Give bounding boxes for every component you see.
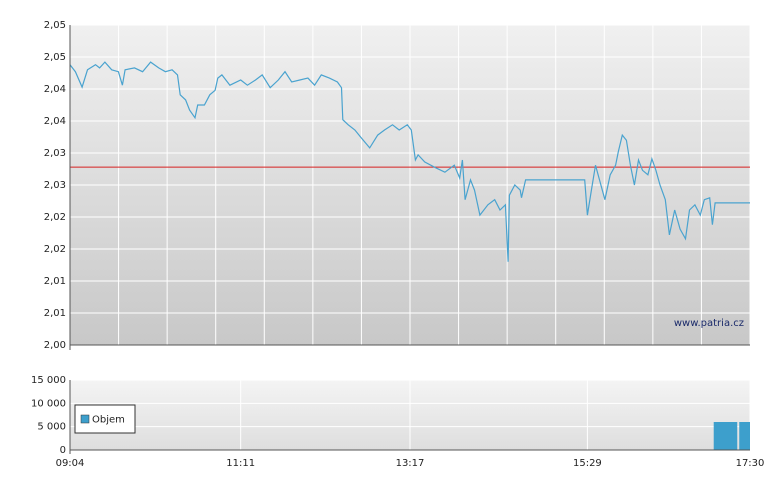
legend-swatch: [80, 414, 90, 424]
y-tick-label: 2,02: [44, 212, 66, 223]
y-tick-label: 2,03: [44, 180, 66, 191]
x-tick-label: 13:17: [396, 458, 425, 469]
y-tick-label: 2,04: [44, 84, 66, 95]
x-tick-label: 09:04: [56, 458, 85, 469]
y-tick-label: 0: [60, 445, 66, 456]
x-tick-label: 17:30: [736, 458, 765, 469]
y-tick-label: 10 000: [31, 398, 66, 409]
y-tick-label: 5 000: [37, 422, 66, 433]
y-tick-label: 2,04: [44, 116, 66, 127]
x-tick-label: 15:29: [573, 458, 602, 469]
y-tick-label: 2,01: [44, 308, 66, 319]
y-tick-label: 2,01: [44, 276, 66, 287]
volume-bar: [739, 422, 750, 450]
legend-label: Objem: [92, 415, 125, 426]
watermark: www.patria.cz: [674, 318, 744, 329]
y-tick-label: 2,02: [44, 244, 66, 255]
y-tick-label: 2,00: [44, 340, 66, 351]
price-line: [69, 61, 750, 262]
volume-bar: [713, 422, 738, 450]
y-tick-label: 2,03: [44, 148, 66, 159]
y-tick-label: 2,05: [44, 52, 66, 63]
y-tick-label: 2,05: [44, 20, 66, 31]
y-tick-label: 15 000: [31, 375, 66, 386]
x-tick-label: 11:11: [226, 458, 255, 469]
